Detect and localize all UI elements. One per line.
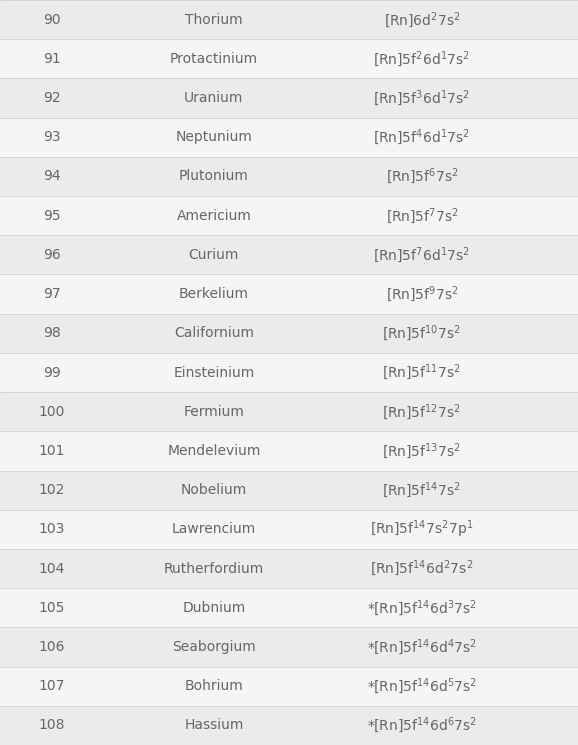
FancyBboxPatch shape [0, 0, 578, 39]
Text: Mendelevium: Mendelevium [167, 444, 261, 458]
Text: 103: 103 [39, 522, 65, 536]
Text: 108: 108 [39, 718, 65, 732]
Text: 98: 98 [43, 326, 61, 340]
Text: $\mathregular{[Rn]5f^76d^17s^2}$: $\mathregular{[Rn]5f^76d^17s^2}$ [373, 245, 470, 264]
Text: 105: 105 [39, 600, 65, 615]
Text: 106: 106 [39, 640, 65, 654]
Text: 93: 93 [43, 130, 61, 145]
FancyBboxPatch shape [0, 667, 578, 706]
FancyBboxPatch shape [0, 78, 578, 118]
Text: 92: 92 [43, 91, 61, 105]
Text: $\mathregular{[Rn]6d^27s^2}$: $\mathregular{[Rn]6d^27s^2}$ [384, 10, 460, 30]
Text: $\mathregular{*[Rn]5f^{14}6d^47s^2}$: $\mathregular{*[Rn]5f^{14}6d^47s^2}$ [367, 637, 477, 657]
Text: 96: 96 [43, 248, 61, 262]
Text: Rutherfordium: Rutherfordium [164, 562, 264, 576]
Text: Plutonium: Plutonium [179, 169, 249, 183]
Text: $\mathregular{[Rn]5f^67s^2}$: $\mathregular{[Rn]5f^67s^2}$ [386, 166, 458, 186]
FancyBboxPatch shape [0, 157, 578, 196]
Text: $\mathregular{[Rn]5f^{14}7s^27p^1}$: $\mathregular{[Rn]5f^{14}7s^27p^1}$ [370, 519, 473, 540]
Text: 90: 90 [43, 13, 61, 27]
Text: 102: 102 [39, 483, 65, 497]
Text: $\mathregular{*[Rn]5f^{14}6d^57s^2}$: $\mathregular{*[Rn]5f^{14}6d^57s^2}$ [367, 676, 477, 696]
Text: $\mathregular{[Rn]5f^36d^17s^2}$: $\mathregular{[Rn]5f^36d^17s^2}$ [373, 88, 470, 108]
Text: Bohrium: Bohrium [184, 679, 243, 693]
FancyBboxPatch shape [0, 392, 578, 431]
Text: $\mathregular{[Rn]5f^{13}7s^2}$: $\mathregular{[Rn]5f^{13}7s^2}$ [383, 441, 461, 461]
Text: 104: 104 [39, 562, 65, 576]
FancyBboxPatch shape [0, 706, 578, 745]
Text: 95: 95 [43, 209, 61, 223]
Text: $\mathregular{[Rn]5f^{14}6d^27s^2}$: $\mathregular{[Rn]5f^{14}6d^27s^2}$ [370, 559, 473, 579]
FancyBboxPatch shape [0, 39, 578, 78]
Text: Dubnium: Dubnium [182, 600, 246, 615]
Text: $\mathregular{[Rn]5f^26d^17s^2}$: $\mathregular{[Rn]5f^26d^17s^2}$ [373, 49, 470, 69]
FancyBboxPatch shape [0, 588, 578, 627]
Text: 101: 101 [39, 444, 65, 458]
Text: Uranium: Uranium [184, 91, 243, 105]
Text: Neptunium: Neptunium [175, 130, 253, 145]
FancyBboxPatch shape [0, 431, 578, 471]
Text: Hassium: Hassium [184, 718, 243, 732]
FancyBboxPatch shape [0, 510, 578, 549]
Text: 99: 99 [43, 366, 61, 379]
Text: $\mathregular{[Rn]5f^97s^2}$: $\mathregular{[Rn]5f^97s^2}$ [386, 284, 458, 304]
Text: $\mathregular{[Rn]5f^46d^17s^2}$: $\mathregular{[Rn]5f^46d^17s^2}$ [373, 127, 470, 148]
Text: 91: 91 [43, 52, 61, 66]
FancyBboxPatch shape [0, 549, 578, 588]
Text: $\mathregular{[Rn]5f^77s^2}$: $\mathregular{[Rn]5f^77s^2}$ [386, 206, 458, 226]
Text: $\mathregular{[Rn]5f^{11}7s^2}$: $\mathregular{[Rn]5f^{11}7s^2}$ [383, 363, 461, 382]
Text: 97: 97 [43, 287, 61, 301]
FancyBboxPatch shape [0, 471, 578, 510]
Text: $\mathregular{[Rn]5f^{12}7s^2}$: $\mathregular{[Rn]5f^{12}7s^2}$ [383, 402, 461, 422]
Text: 94: 94 [43, 169, 61, 183]
Text: Einsteinium: Einsteinium [173, 366, 254, 379]
FancyBboxPatch shape [0, 314, 578, 353]
Text: Thorium: Thorium [185, 13, 243, 27]
Text: $\mathregular{[Rn]5f^{10}7s^2}$: $\mathregular{[Rn]5f^{10}7s^2}$ [383, 323, 461, 343]
Text: Americium: Americium [176, 209, 251, 223]
Text: Lawrencium: Lawrencium [172, 522, 256, 536]
Text: $\mathregular{*[Rn]5f^{14}6d^37s^2}$: $\mathregular{*[Rn]5f^{14}6d^37s^2}$ [367, 597, 477, 618]
FancyBboxPatch shape [0, 353, 578, 392]
Text: Californium: Californium [174, 326, 254, 340]
FancyBboxPatch shape [0, 118, 578, 157]
Text: $\mathregular{[Rn]5f^{14}7s^2}$: $\mathregular{[Rn]5f^{14}7s^2}$ [383, 481, 461, 500]
Text: Nobelium: Nobelium [181, 483, 247, 497]
FancyBboxPatch shape [0, 235, 578, 274]
Text: $\mathregular{*[Rn]5f^{14}6d^67s^2}$: $\mathregular{*[Rn]5f^{14}6d^67s^2}$ [367, 715, 477, 735]
Text: Berkelium: Berkelium [179, 287, 249, 301]
Text: Seaborgium: Seaborgium [172, 640, 255, 654]
Text: 100: 100 [39, 405, 65, 419]
Text: 107: 107 [39, 679, 65, 693]
Text: Fermium: Fermium [183, 405, 244, 419]
FancyBboxPatch shape [0, 196, 578, 235]
Text: Protactinium: Protactinium [170, 52, 258, 66]
FancyBboxPatch shape [0, 627, 578, 667]
FancyBboxPatch shape [0, 274, 578, 314]
Text: Curium: Curium [188, 248, 239, 262]
